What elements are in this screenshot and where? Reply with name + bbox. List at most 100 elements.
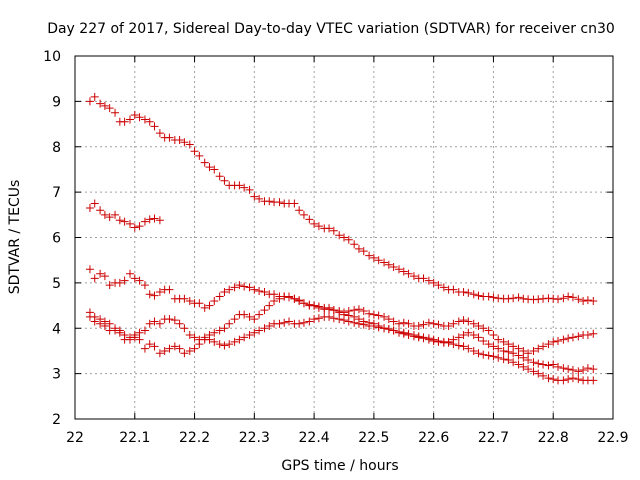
- data-point: [534, 369, 543, 378]
- data-point: [354, 319, 363, 328]
- data-point: [499, 337, 508, 346]
- data-point: [205, 301, 214, 310]
- data-point: [539, 342, 548, 351]
- data-point: [115, 328, 124, 337]
- data-point: [449, 340, 458, 349]
- data-point: [589, 297, 598, 306]
- data-point: [454, 341, 463, 350]
- data-point: [335, 231, 344, 240]
- data-point: [145, 340, 154, 349]
- data-point: [280, 318, 289, 327]
- data-points: [85, 92, 598, 385]
- data-point: [489, 342, 498, 351]
- data-point: [111, 210, 120, 219]
- data-point: [100, 101, 109, 110]
- data-point: [140, 115, 149, 124]
- data-point: [225, 319, 234, 328]
- data-point: [529, 358, 538, 367]
- data-point: [190, 147, 199, 156]
- data-point: [583, 364, 592, 373]
- data-point: [195, 340, 204, 349]
- data-point: [299, 210, 308, 219]
- data-point: [190, 344, 199, 353]
- data-point: [489, 293, 498, 302]
- data-point: [559, 294, 568, 303]
- data-point: [165, 133, 174, 142]
- data-point: [519, 362, 528, 371]
- data-point: [499, 355, 508, 364]
- data-point: [90, 92, 99, 101]
- x-tick-label: 22.1: [119, 430, 150, 446]
- data-point: [130, 333, 139, 342]
- data-point: [389, 317, 398, 326]
- data-point: [120, 217, 129, 226]
- data-point: [275, 294, 284, 303]
- data-point: [464, 317, 473, 326]
- data-point: [329, 314, 338, 323]
- data-point: [524, 365, 533, 374]
- data-point: [380, 324, 389, 333]
- x-tick-label: 22.8: [538, 430, 569, 446]
- data-point: [135, 276, 144, 285]
- data-point: [125, 269, 134, 278]
- data-point: [180, 349, 189, 358]
- data-point: [195, 151, 204, 160]
- data-point: [140, 344, 149, 353]
- data-point: [135, 328, 144, 337]
- data-point: [275, 319, 284, 328]
- data-point: [479, 324, 488, 333]
- data-point: [439, 283, 448, 292]
- y-axis: 2 3 4 5 6 7 8 9 10: [43, 49, 613, 428]
- data-point: [529, 346, 538, 355]
- data-point: [305, 317, 314, 326]
- data-point: [444, 338, 453, 347]
- data-point: [429, 278, 438, 287]
- data-point: [145, 215, 154, 224]
- data-point: [369, 310, 378, 319]
- data-point: [155, 287, 164, 296]
- data-point: [524, 356, 533, 365]
- data-point: [250, 328, 259, 337]
- data-point: [464, 328, 473, 337]
- data-point: [245, 283, 254, 292]
- data-point: [404, 319, 413, 328]
- x-tick-label: 22.3: [239, 430, 270, 446]
- data-point: [170, 342, 179, 351]
- data-point: [85, 204, 94, 213]
- data-point: [514, 351, 523, 360]
- data-point: [509, 358, 518, 367]
- data-point: [250, 192, 259, 201]
- y-tick-label: 6: [52, 231, 61, 247]
- data-point: [170, 316, 179, 325]
- data-point: [494, 335, 503, 344]
- data-point: [150, 342, 159, 351]
- data-point: [369, 321, 378, 330]
- data-point: [579, 297, 588, 306]
- data-point: [125, 115, 134, 124]
- data-point: [544, 340, 553, 349]
- data-point: [459, 331, 468, 340]
- data-point: [255, 194, 264, 203]
- data-point: [111, 326, 120, 335]
- data-point: [554, 362, 563, 371]
- data-point: [125, 335, 134, 344]
- data-point: [96, 206, 105, 215]
- data-point: [439, 337, 448, 346]
- data-point: [474, 291, 483, 300]
- data-point: [399, 318, 408, 327]
- data-point: [429, 335, 438, 344]
- data-point: [389, 326, 398, 335]
- data-point: [329, 226, 338, 235]
- data-point: [549, 360, 558, 369]
- data-point: [299, 299, 308, 308]
- data-point: [210, 337, 219, 346]
- data-point: [514, 293, 523, 302]
- data-point: [220, 324, 229, 333]
- data-point: [210, 165, 219, 174]
- data-point: [210, 328, 219, 337]
- data-point: [120, 117, 129, 126]
- data-point: [484, 351, 493, 360]
- data-point: [574, 295, 583, 304]
- data-point: [245, 185, 254, 194]
